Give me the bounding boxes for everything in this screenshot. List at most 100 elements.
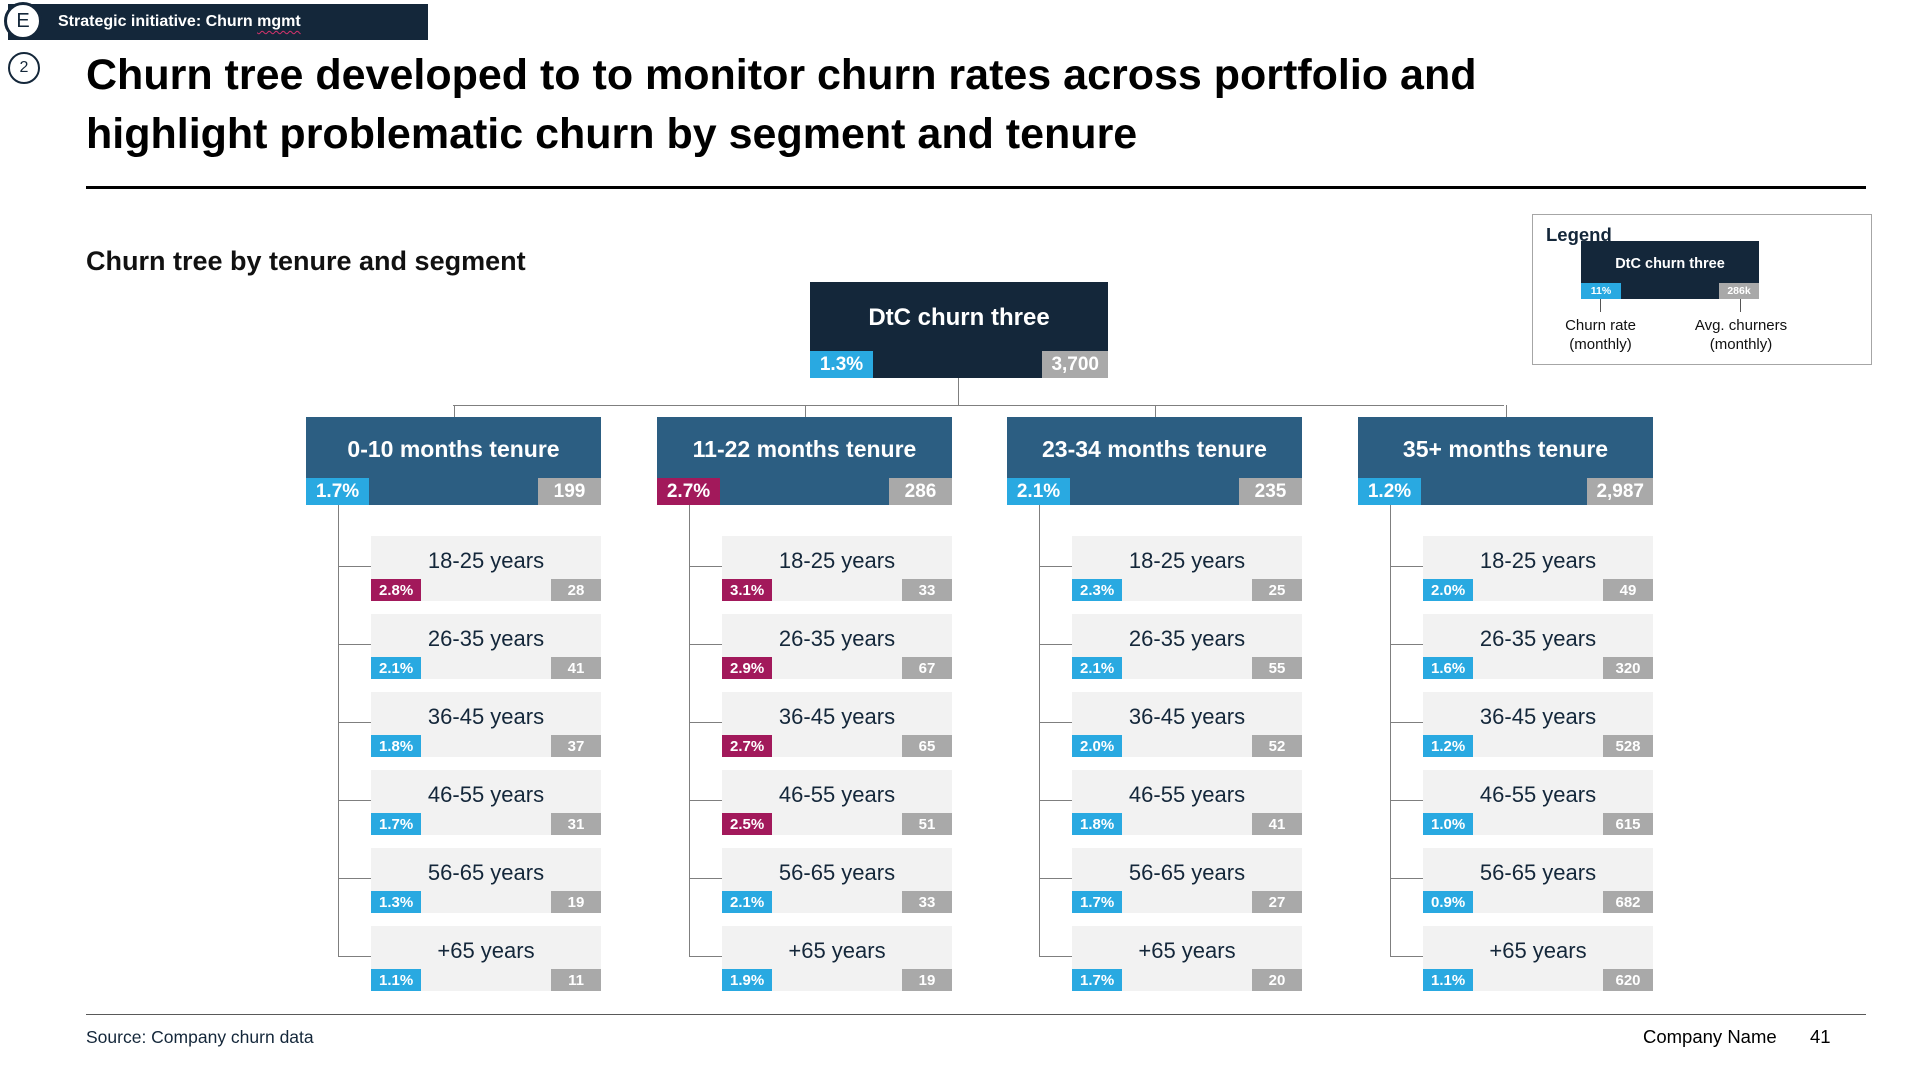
avg-churners-chip: 37 <box>551 735 601 757</box>
churn-rate-chip: 1.8% <box>1072 813 1123 835</box>
legend-tick-line <box>1600 299 1601 312</box>
age-segment-label: 56-65 years <box>1479 859 1597 885</box>
avg-churners-chip: 20 <box>1252 969 1302 991</box>
badge-label: Strategic initiative: Churn <box>58 13 258 30</box>
footer-divider <box>86 1014 1866 1015</box>
churn-rate-chip: 1.0% <box>1423 813 1474 835</box>
legend-churn-rate-chip: 11% <box>1581 283 1621 299</box>
age-segment-node: +65 years 1.7% 20 <box>1072 926 1302 991</box>
churn-rate-chip: 2.7% <box>657 478 720 505</box>
age-segment-label: +65 years <box>788 937 886 963</box>
age-segment-node: 36-45 years 2.0% 52 <box>1072 692 1302 757</box>
avg-churners-chip: 620 <box>1603 969 1653 991</box>
legend-churn-rate-label: Churn rate (monthly) <box>1565 317 1636 353</box>
avg-churners-chip: 28 <box>551 579 601 601</box>
age-segment-label: 18-25 years <box>1479 547 1597 573</box>
initiative-badge: Strategic initiative: Churn mgmt <box>8 4 428 40</box>
churn-rate-chip: 2.1% <box>722 891 773 913</box>
legend-node-label: DtC churn three <box>1615 256 1725 272</box>
badge-misspelled-word: mgmt <box>257 13 301 30</box>
age-segment-label: 56-65 years <box>427 859 545 885</box>
avg-churners-chip: 25 <box>1252 579 1302 601</box>
connector-line <box>1039 800 1072 801</box>
avg-churners-chip: 2,987 <box>1587 478 1653 505</box>
age-segment-node: 46-55 years 1.7% 31 <box>371 770 601 835</box>
avg-churners-chip: 199 <box>538 478 601 505</box>
age-segment-node: 56-65 years 2.1% 33 <box>722 848 952 913</box>
avg-churners-chip: 55 <box>1252 657 1302 679</box>
slide-number-marker: 2 <box>8 52 40 84</box>
connector-line <box>958 378 959 405</box>
age-segment-node: 18-25 years 2.0% 49 <box>1423 536 1653 601</box>
age-segment-label: 26-35 years <box>1128 625 1246 651</box>
tenure-node-label: 35+ months tenure <box>1402 435 1609 462</box>
legend: Legend DtC churn three 11% 286k Churn ra… <box>1532 214 1872 365</box>
title-divider <box>86 186 1866 189</box>
avg-churners-chip: 49 <box>1603 579 1653 601</box>
age-segment-node: 26-35 years 1.6% 320 <box>1423 614 1653 679</box>
age-segment-node: 26-35 years 2.9% 67 <box>722 614 952 679</box>
tenure-node-label: 11-22 months tenure <box>692 435 917 462</box>
age-segment-label: 26-35 years <box>778 625 896 651</box>
avg-churners-chip: 19 <box>551 891 601 913</box>
churn-rate-chip: 2.3% <box>1072 579 1123 601</box>
page-number: 41 <box>1810 1026 1831 1047</box>
legend-title: Legend <box>1546 224 1612 245</box>
age-segment-label: 18-25 years <box>1128 547 1246 573</box>
age-segment-node: 18-25 years 2.8% 28 <box>371 536 601 601</box>
root-node: DtC churn three 1.3% 3,700 <box>810 282 1108 378</box>
age-segment-node: +65 years 1.1% 11 <box>371 926 601 991</box>
avg-churners-chip: 3,700 <box>1042 351 1108 378</box>
tenure-node-label: 23-34 months tenure <box>1042 435 1267 462</box>
connector-line <box>689 956 722 957</box>
age-segment-label: 26-35 years <box>1479 625 1597 651</box>
connector-line <box>338 644 371 645</box>
churn-rate-chip: 2.0% <box>1423 579 1474 601</box>
legend-avg-churners-chip: 286k <box>1719 283 1759 299</box>
age-segment-label: 18-25 years <box>778 547 896 573</box>
churn-rate-chip: 2.1% <box>371 657 422 679</box>
connector-line <box>689 644 722 645</box>
connector-line <box>689 800 722 801</box>
connector-line <box>1155 405 1156 417</box>
age-segment-node: 56-65 years 0.9% 682 <box>1423 848 1653 913</box>
avg-churners-chip: 33 <box>902 891 952 913</box>
avg-churners-chip: 286 <box>889 478 952 505</box>
connector-line <box>453 405 1504 406</box>
connector-line <box>1390 878 1423 879</box>
age-segment-node: 36-45 years 2.7% 65 <box>722 692 952 757</box>
connector-line <box>805 405 806 417</box>
age-segment-node: 46-55 years 2.5% 51 <box>722 770 952 835</box>
churn-rate-chip: 1.3% <box>810 351 873 378</box>
age-segment-node: 36-45 years 1.8% 37 <box>371 692 601 757</box>
churn-rate-chip: 2.5% <box>722 813 773 835</box>
age-segment-label: 56-65 years <box>778 859 896 885</box>
churn-rate-chip: 0.9% <box>1423 891 1474 913</box>
avg-churners-chip: 528 <box>1603 735 1653 757</box>
connector-line <box>1039 505 1040 956</box>
age-segment-label: 36-45 years <box>427 703 545 729</box>
slide-title-line1: Churn tree developed to to monitor churn… <box>86 51 1477 99</box>
age-segment-node: +65 years 1.1% 620 <box>1423 926 1653 991</box>
connector-line <box>338 722 371 723</box>
age-segment-label: 26-35 years <box>427 625 545 651</box>
slide-title: Churn tree developed to to monitor churn… <box>86 46 1806 164</box>
churn-rate-chip: 1.1% <box>371 969 422 991</box>
age-segment-label: 46-55 years <box>427 781 545 807</box>
connector-line <box>1390 644 1423 645</box>
connector-line <box>1039 566 1072 567</box>
company-name: Company Name <box>1643 1026 1777 1047</box>
churn-rate-chip: 1.1% <box>1423 969 1474 991</box>
churn-rate-chip: 1.6% <box>1423 657 1474 679</box>
avg-churners-chip: 682 <box>1603 891 1653 913</box>
tenure-node: 35+ months tenure 1.2% 2,987 <box>1358 417 1653 505</box>
churn-rate-chip: 1.2% <box>1358 478 1421 505</box>
age-segment-node: 46-55 years 1.8% 41 <box>1072 770 1302 835</box>
avg-churners-chip: 51 <box>902 813 952 835</box>
age-segment-node: 46-55 years 1.0% 615 <box>1423 770 1653 835</box>
churn-rate-chip: 2.7% <box>722 735 773 757</box>
chart-heading: Churn tree by tenure and segment <box>86 246 526 276</box>
churn-rate-chip: 1.9% <box>722 969 773 991</box>
age-segment-label: 46-55 years <box>1479 781 1597 807</box>
